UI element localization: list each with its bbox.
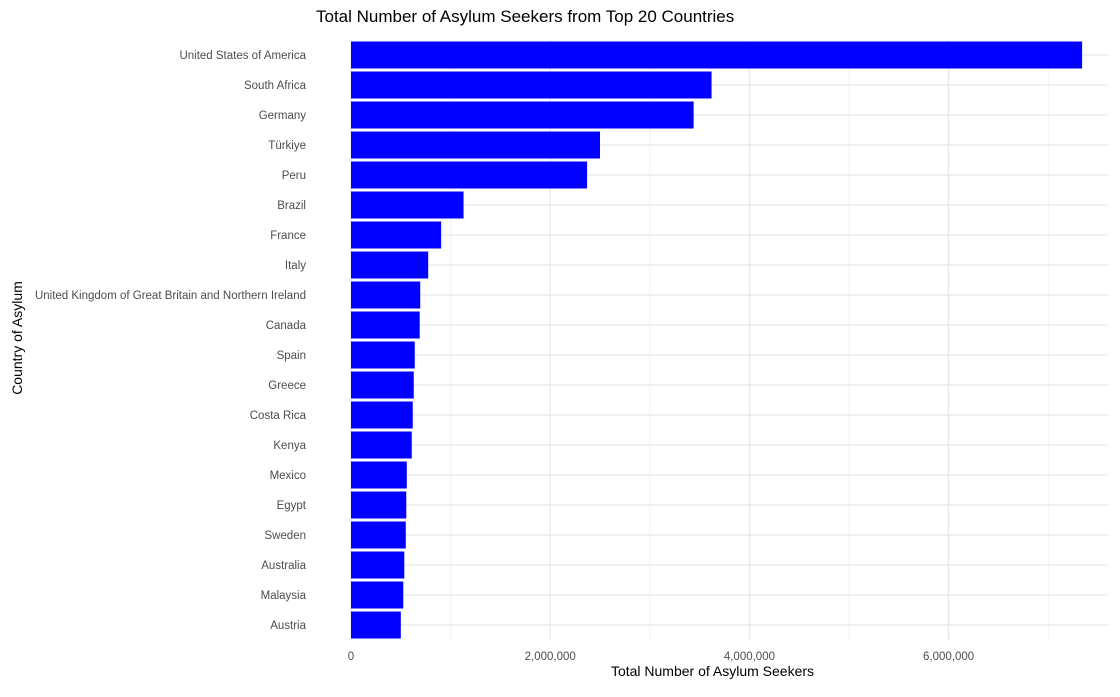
bar [351, 311, 420, 339]
bar [351, 221, 442, 249]
x-tick-label: 6,000,000 [923, 651, 974, 663]
bar [351, 521, 406, 549]
category-tick-label: Malaysia [261, 590, 307, 602]
category-tick-label: Spain [277, 350, 306, 362]
bar [351, 71, 712, 99]
category-tick-label: Peru [282, 170, 306, 182]
x-tick-label: 2,000,000 [525, 651, 576, 663]
bar [351, 41, 1083, 69]
bar [351, 461, 407, 489]
bar [351, 371, 414, 399]
category-tick-label: Mexico [270, 470, 306, 482]
category-tick-label: Austria [270, 620, 306, 632]
bar [351, 341, 415, 369]
category-tick-label: Costa Rica [250, 410, 307, 422]
bar [351, 161, 588, 189]
x-axis-label: Total Number of Asylum Seekers [610, 663, 815, 679]
category-tick-label: Egypt [277, 500, 307, 512]
category-tick-label: Sweden [264, 530, 306, 542]
x-tick-label: 0 [348, 651, 354, 663]
y-axis-label: Country of Asylum [9, 281, 25, 395]
x-tick-label: 4,000,000 [724, 651, 775, 663]
bar [351, 581, 404, 609]
bar [351, 251, 429, 279]
chart-title: Total Number of Asylum Seekers from Top … [316, 7, 735, 26]
category-tick-label: Türkiye [268, 140, 306, 152]
category-tick-label: United States of America [179, 50, 306, 62]
category-tick-label: Australia [261, 560, 306, 572]
category-tick-label: United Kingdom of Great Britain and Nort… [35, 290, 306, 302]
bar [351, 131, 601, 159]
bar [351, 551, 405, 579]
category-tick-label: Kenya [273, 440, 306, 452]
category-tick-label: Italy [285, 260, 306, 272]
bar [351, 191, 464, 219]
bar [351, 101, 694, 129]
bar [351, 401, 413, 429]
category-tick-label: Germany [259, 110, 307, 122]
category-tick-label: France [270, 230, 306, 242]
bar [351, 611, 401, 639]
category-tick-label: Greece [268, 380, 306, 392]
bar [351, 491, 407, 519]
category-tick-label: South Africa [244, 80, 307, 92]
category-tick-label: Canada [266, 320, 307, 332]
bar [351, 431, 412, 459]
category-tick-label: Brazil [277, 200, 306, 212]
bar [351, 281, 421, 309]
